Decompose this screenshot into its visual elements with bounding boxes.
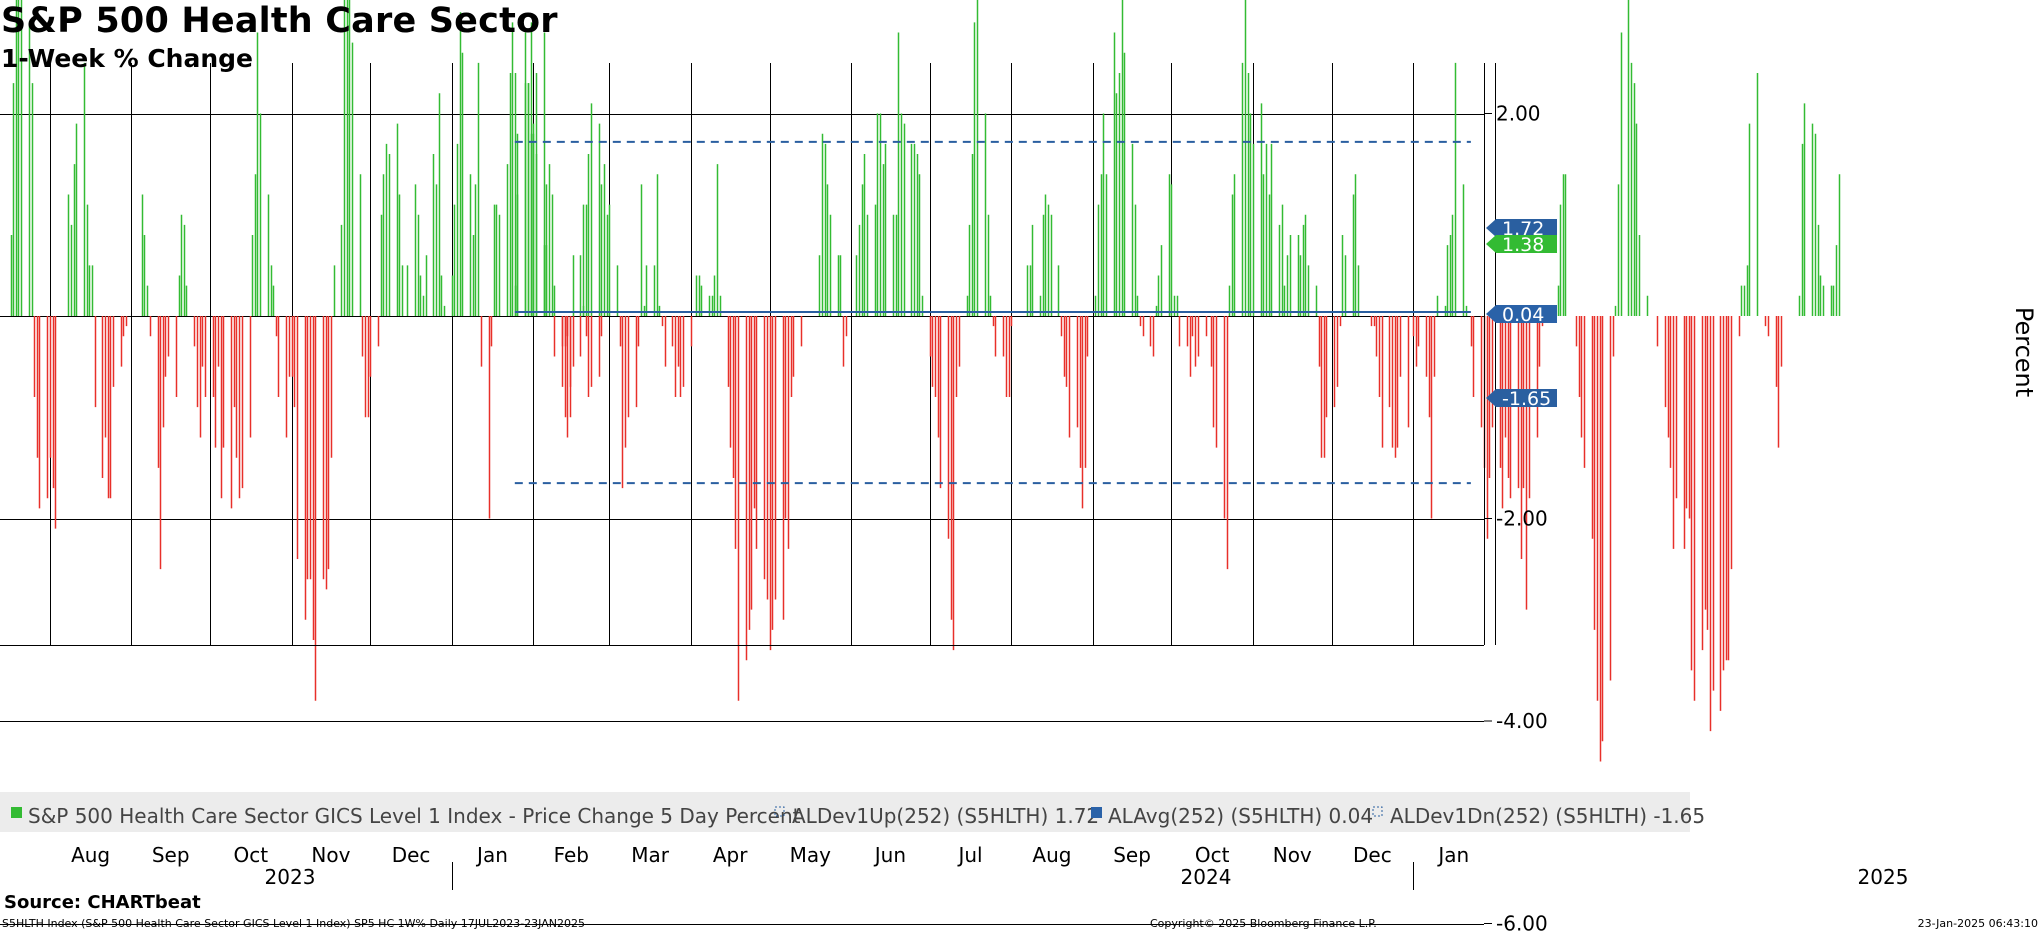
x-tick-label: Apr xyxy=(713,843,748,867)
x-tick-label: Jan xyxy=(475,843,508,867)
grid xyxy=(0,63,1496,925)
y-axis-label: Percent xyxy=(2010,307,2038,397)
bar-series xyxy=(10,0,1841,762)
x-year-label: 2023 xyxy=(265,865,316,889)
value-badge xyxy=(1486,219,1557,237)
x-tick-label: Aug xyxy=(1032,843,1071,867)
x-tick-label: Dec xyxy=(392,843,431,867)
x-tick-label: Nov xyxy=(311,843,350,867)
y-tick-label: -6.00 xyxy=(1496,912,1548,932)
footer-timestamp: 23-Jan-2025 06:43:10 xyxy=(1917,917,2038,930)
legend-label: ALDev1Up(252) (S5HLTH) 1.72 xyxy=(792,804,1099,828)
value-badge xyxy=(1486,389,1557,407)
legend-label: ALAvg(252) (S5HLTH) 0.04 xyxy=(1108,804,1373,828)
x-tick-label: Oct xyxy=(1195,843,1230,867)
value-badge-label: 1.38 xyxy=(1502,234,1544,256)
chart-title: S&P 500 Health Care Sector xyxy=(1,1,558,41)
legend-label: S&P 500 Health Care Sector GICS Level 1 … xyxy=(28,804,801,828)
footer-copyright: Copyright© 2025 Bloomberg Finance L.P. xyxy=(1150,917,1377,930)
chart-subtitle: 1-Week % Change xyxy=(1,44,253,73)
y-tick-label: -2.00 xyxy=(1496,507,1548,531)
x-tick-label: Aug xyxy=(71,843,110,867)
legend-swatch xyxy=(1091,807,1102,818)
x-tick-label: Nov xyxy=(1273,843,1312,867)
reference-lines xyxy=(514,140,1471,485)
x-tick-label: Sep xyxy=(1113,843,1151,867)
x-tick-label: Jun xyxy=(873,843,906,867)
value-badge xyxy=(1486,235,1557,253)
x-axis: Aug Sep Oct Nov Dec Jan Feb Mar Apr May Jun Jul Aug S… xyxy=(71,843,1908,890)
y-tick-label: 2.00 xyxy=(1496,102,1541,126)
legend-swatch xyxy=(1372,806,1383,817)
footer-ticker-info: S5HLTH Index (S&P 500 Health Care Sector… xyxy=(2,917,585,930)
x-tick-label: Oct xyxy=(234,843,269,867)
x-tick-label: Jan xyxy=(1436,843,1469,867)
value-badge-label: 1.72 xyxy=(1502,218,1544,240)
value-badges: 1.721.38 0.04 -1.65 xyxy=(1486,218,1557,410)
x-tick-label: Jul xyxy=(956,843,982,867)
x-year-label: 2024 xyxy=(1181,865,1232,889)
x-tick-label: May xyxy=(790,843,832,867)
x-tick-label: Feb xyxy=(554,843,589,867)
value-badge-label: 0.04 xyxy=(1502,304,1544,326)
value-badge xyxy=(1486,305,1557,323)
legend-label: ALDev1Dn(252) (S5HLTH) -1.65 xyxy=(1390,804,1705,828)
legend-swatch xyxy=(774,806,785,817)
value-badge-label: -1.65 xyxy=(1502,388,1551,410)
legend-swatch xyxy=(11,807,22,818)
x-year-label: 2025 xyxy=(1858,865,1909,889)
x-tick-label: Dec xyxy=(1353,843,1392,867)
source-note: Source: CHARTbeat xyxy=(4,892,201,913)
x-tick-label: Sep xyxy=(152,843,190,867)
x-tick-label: Mar xyxy=(631,843,670,867)
legend-background xyxy=(0,792,1690,832)
y-tick-label: -4.00 xyxy=(1496,709,1548,733)
legend: S&P 500 Health Care Sector GICS Level 1 … xyxy=(0,792,1705,832)
plot-frame xyxy=(0,63,1485,646)
